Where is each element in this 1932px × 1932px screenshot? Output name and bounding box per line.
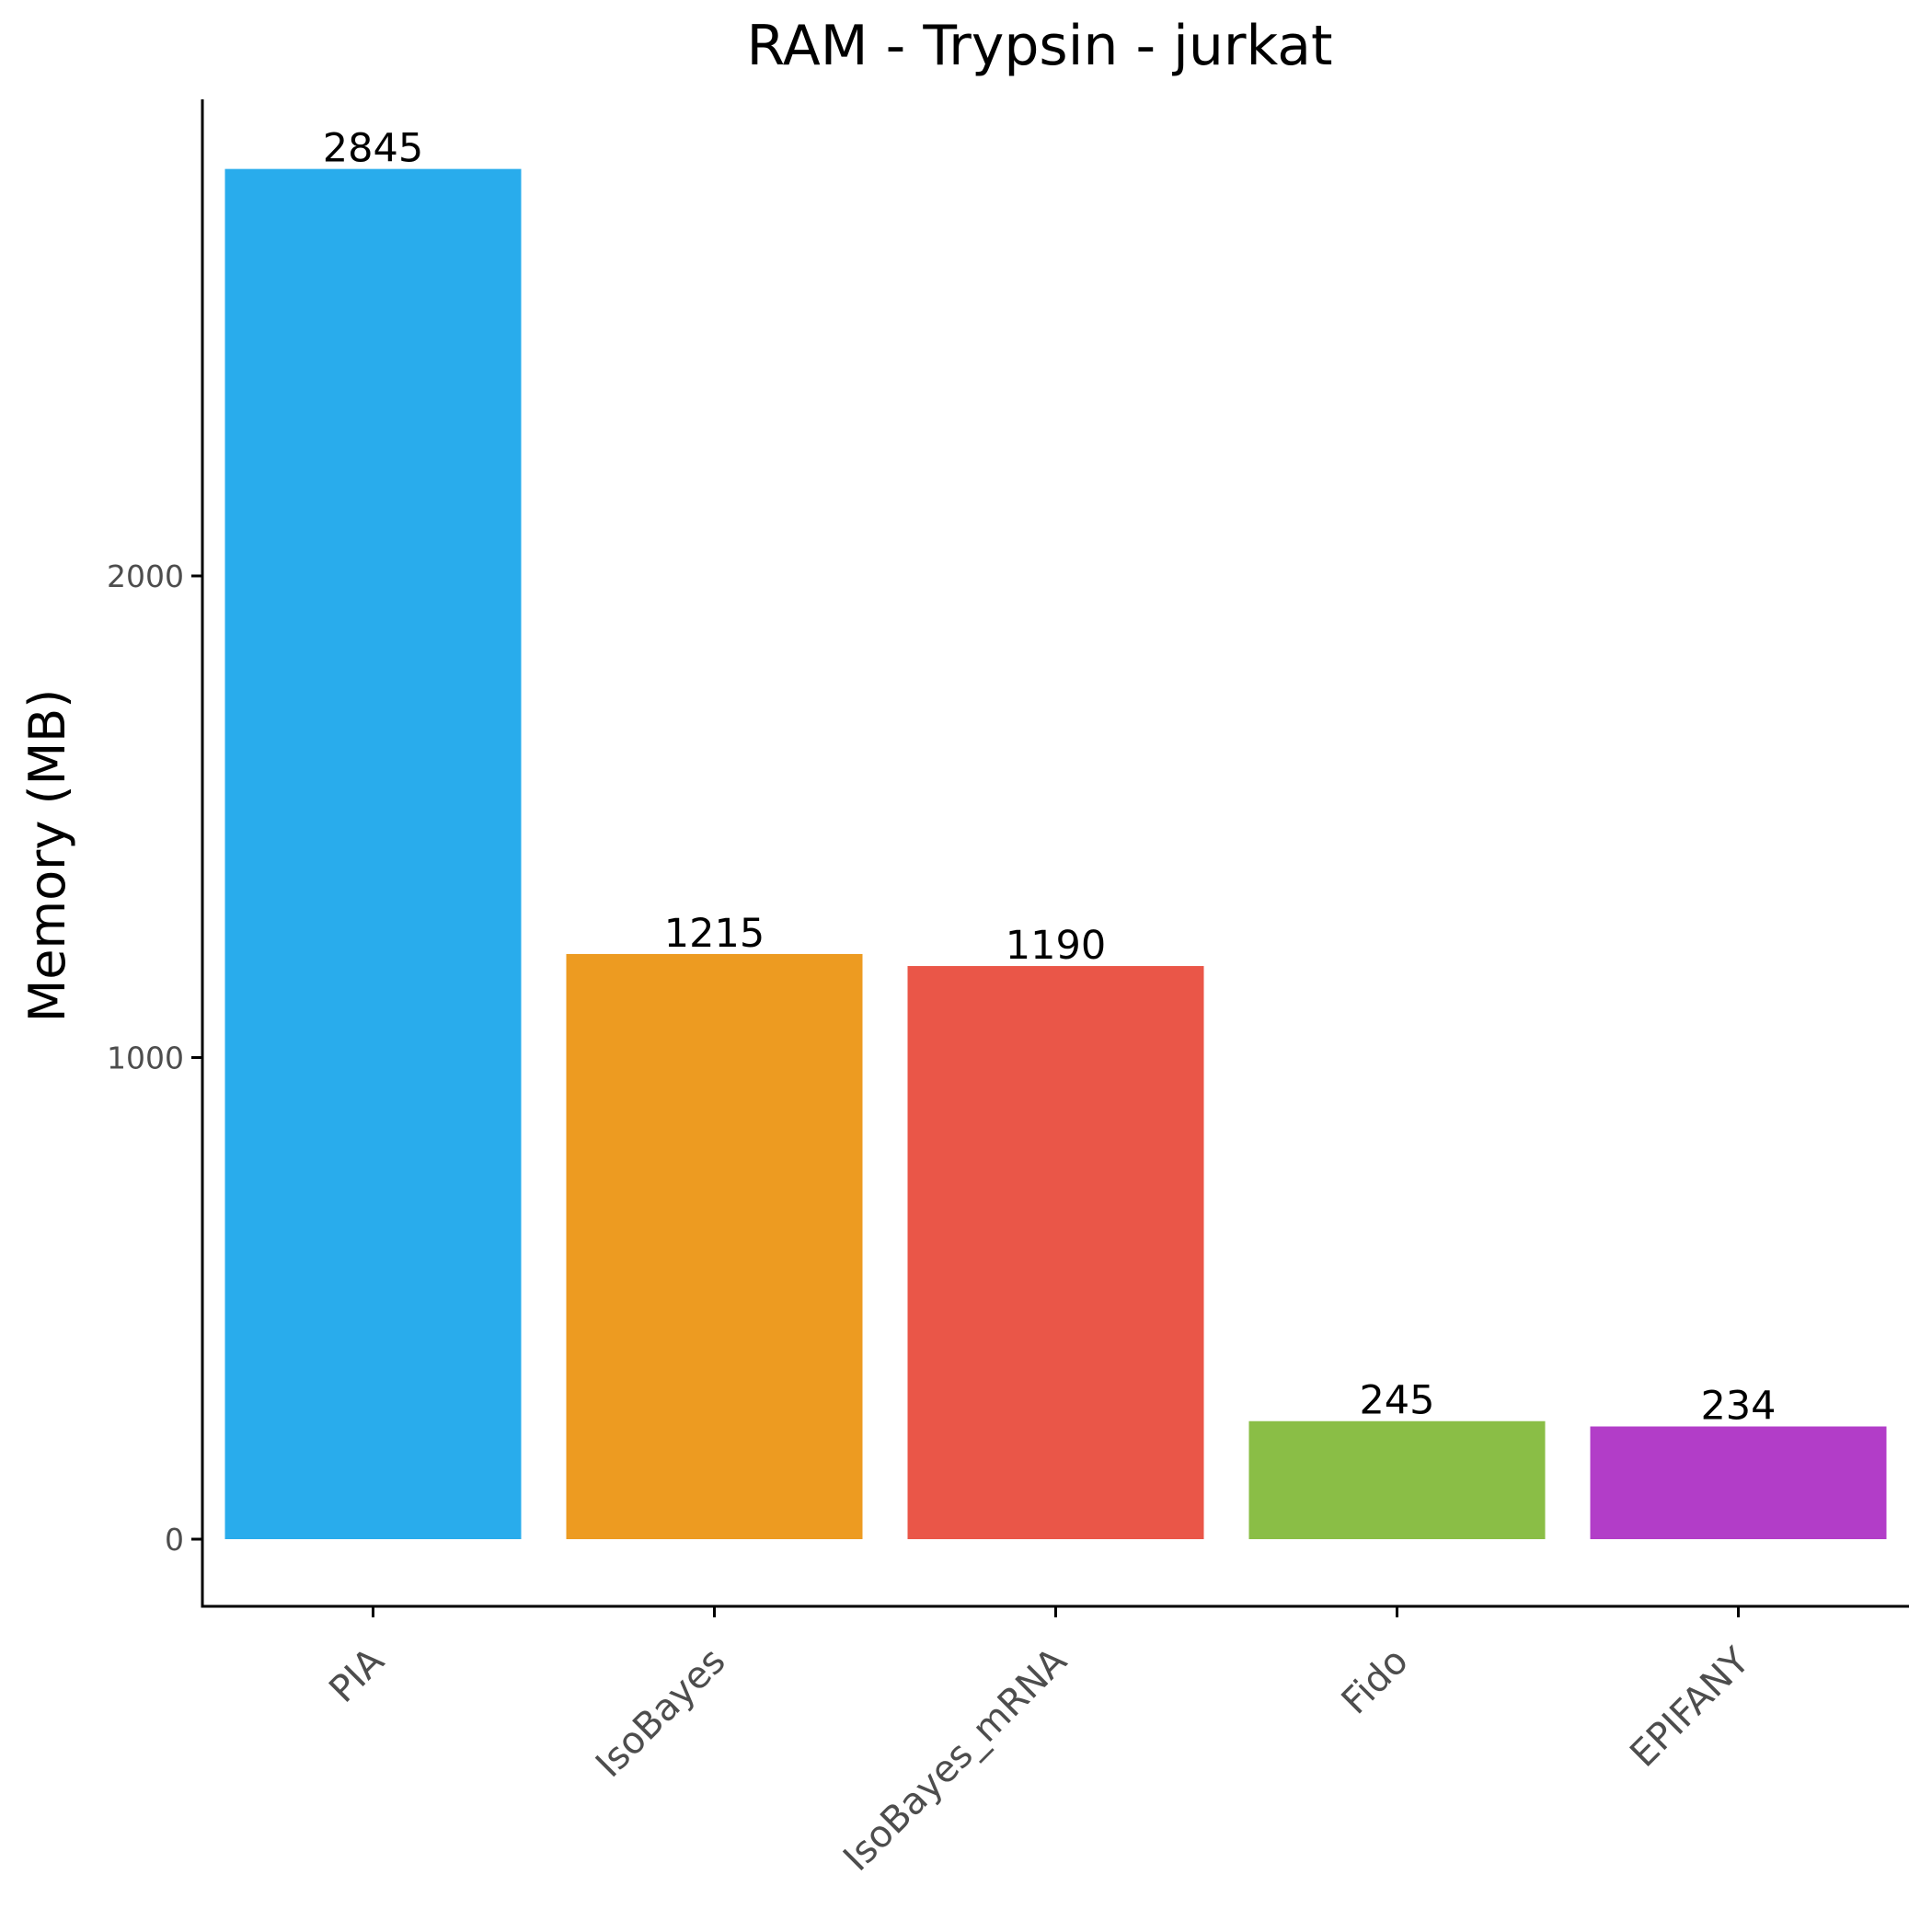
- x-tick-label-fido: Fido: [1334, 1640, 1417, 1723]
- y-tick-label-2000: 2000: [107, 558, 184, 594]
- data-label-isobayes: 1215: [664, 911, 765, 957]
- x-tick-label-pia: PIA: [321, 1639, 393, 1711]
- x-tick-label-epifany: EPIFANY: [1622, 1639, 1758, 1776]
- bar-epifany: [1590, 1426, 1887, 1539]
- data-label-fido: 245: [1359, 1378, 1434, 1424]
- bar-pia: [224, 168, 522, 1540]
- data-label-isobayes-mrna: 1190: [1006, 923, 1106, 969]
- y-tick-label-1000: 1000: [107, 1041, 184, 1076]
- x-axis: PIA IsoBayes IsoBayes_mRNA Fido EPIFANY: [201, 1604, 1909, 1880]
- y-tick-label-0: 0: [165, 1522, 184, 1558]
- x-tick-label-isobayes: IsoBayes: [588, 1640, 734, 1787]
- bar-isobayes-mrna: [907, 966, 1204, 1539]
- y-axis-label: Memory (MB): [18, 689, 76, 1023]
- bar-fido: [1248, 1420, 1546, 1539]
- data-label-pia: 2845: [323, 126, 423, 172]
- y-axis: 0 1000 2000: [107, 99, 204, 1606]
- chart-title: RAM - Trypsin - jurkat: [746, 14, 1332, 78]
- bar-isobayes: [566, 953, 863, 1539]
- data-label-epifany: 234: [1700, 1384, 1776, 1430]
- bars-group: [224, 168, 1887, 1540]
- data-labels-group: 2845 1215 1190 245 234: [323, 126, 1777, 1430]
- x-tick-label-isobayes-mrna: IsoBayes_mRNA: [835, 1639, 1075, 1880]
